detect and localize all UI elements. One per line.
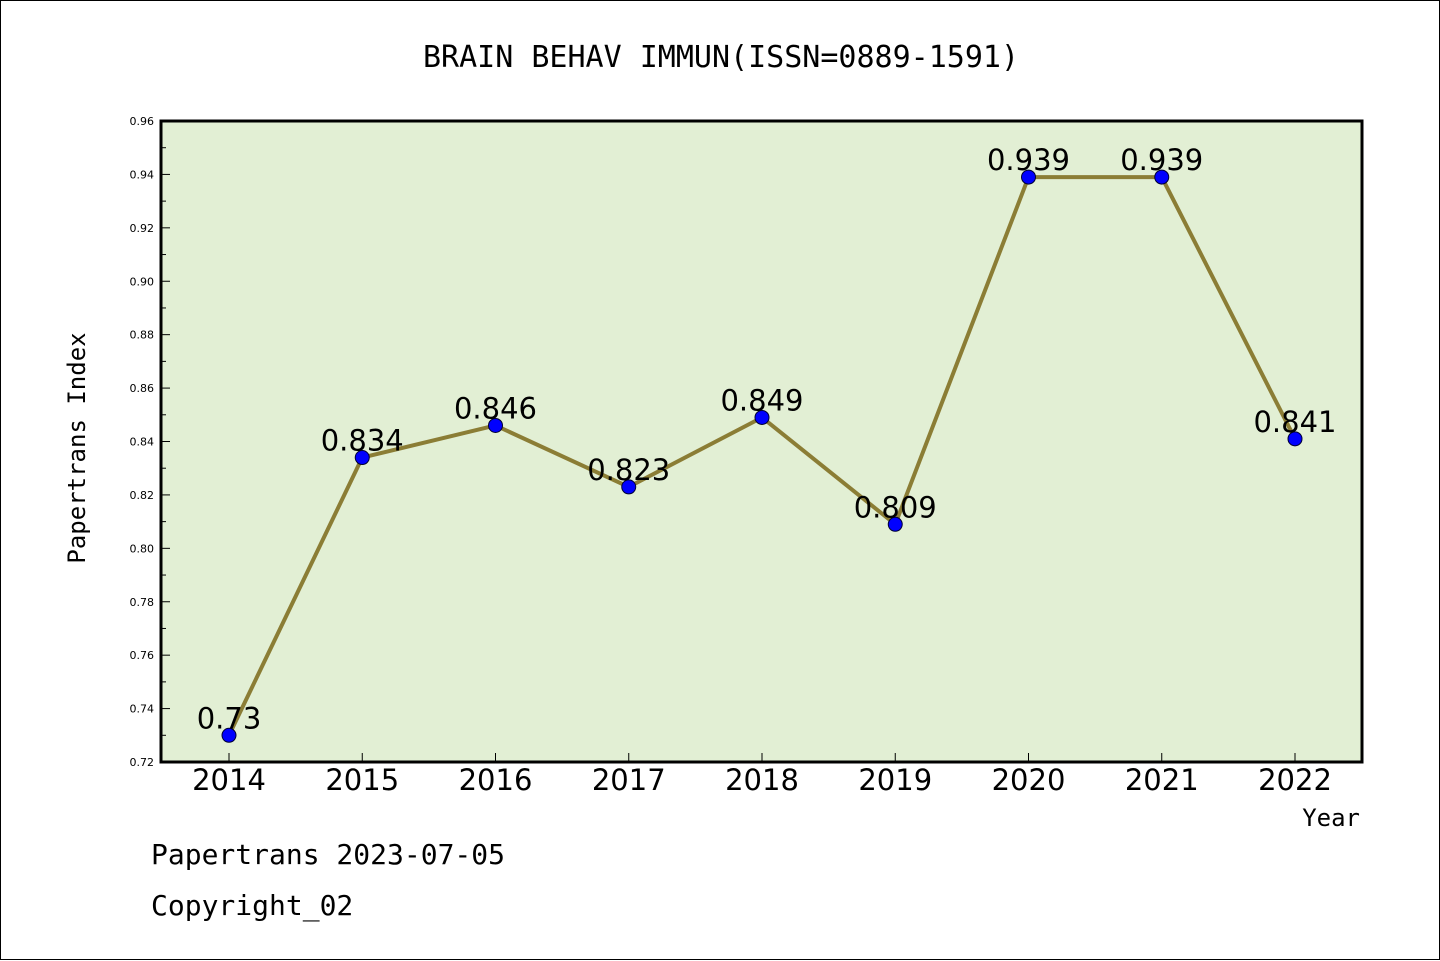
data-point [354,450,370,466]
data-point [754,409,770,425]
y-tick-label: 0.76 [130,649,155,662]
x-tick-label: 2017 [592,763,666,797]
x-tick-label: 2016 [459,763,533,797]
y-tick-label: 0.72 [130,756,155,769]
x-tick-label: 2018 [725,763,799,797]
data-point [1287,431,1303,447]
data-label: 0.846 [454,391,537,425]
data-point [621,479,637,495]
y-tick-label: 0.82 [130,489,155,502]
y-tick-label: 0.96 [130,115,155,128]
y-tick-label: 0.90 [130,275,155,288]
y-tick-label: 0.86 [130,382,155,395]
x-tick-label: 2021 [1125,763,1199,797]
data-label: 0.841 [1253,405,1336,439]
footer-date: Papertrans 2023-07-05 [151,838,505,871]
plot-area [161,121,1362,762]
x-tick-label: 2014 [192,763,266,797]
data-labels: 0.73 0.834 0.846 0.823 0.849 0.809 0.939 0.939 0… [197,143,1337,735]
data-point [1154,169,1170,185]
data-label: 0.73 [197,701,262,735]
y-tick-labels: 0.72 0.74 0.76 0.78 0.80 0.82 0.84 0.86 0.88 0.90… [130,115,155,769]
data-label: 0.849 [720,383,803,417]
y-tick-label: 0.94 [130,168,155,181]
chart-title: BRAIN BEHAV IMMUN(ISSN=0889-1591) [423,40,1019,75]
series-markers [221,169,1303,743]
x-axis-label: Year [1302,804,1360,832]
x-tick-label: 2019 [858,763,932,797]
y-tick-label: 0.74 [130,703,155,716]
x-tick-label: 2022 [1258,763,1332,797]
data-label: 0.834 [321,424,404,458]
x-tick-label: 2020 [992,763,1066,797]
y-tick-label: 0.80 [130,542,155,555]
data-point [488,417,503,433]
data-point [887,516,903,532]
x-tick-labels: 2014 2015 2016 2017 2018 2019 2020 2021 2022 [192,763,1332,797]
data-point [221,727,237,743]
data-label: 0.823 [587,453,670,487]
y-tick-label: 0.88 [130,329,155,342]
footer-copyright: Copyright_02 [151,889,353,923]
y-tick-label: 0.84 [130,436,155,449]
x-tick-label: 2015 [325,763,399,797]
data-point [1021,169,1036,185]
plot-border [159,119,1364,764]
y-axis-label: Papertrans Index [63,332,91,563]
data-label: 0.939 [987,143,1070,177]
data-label: 0.809 [854,490,937,524]
y-tick-label: 0.78 [130,596,155,609]
data-label: 0.939 [1120,143,1203,177]
y-tick-label: 0.92 [130,222,155,235]
